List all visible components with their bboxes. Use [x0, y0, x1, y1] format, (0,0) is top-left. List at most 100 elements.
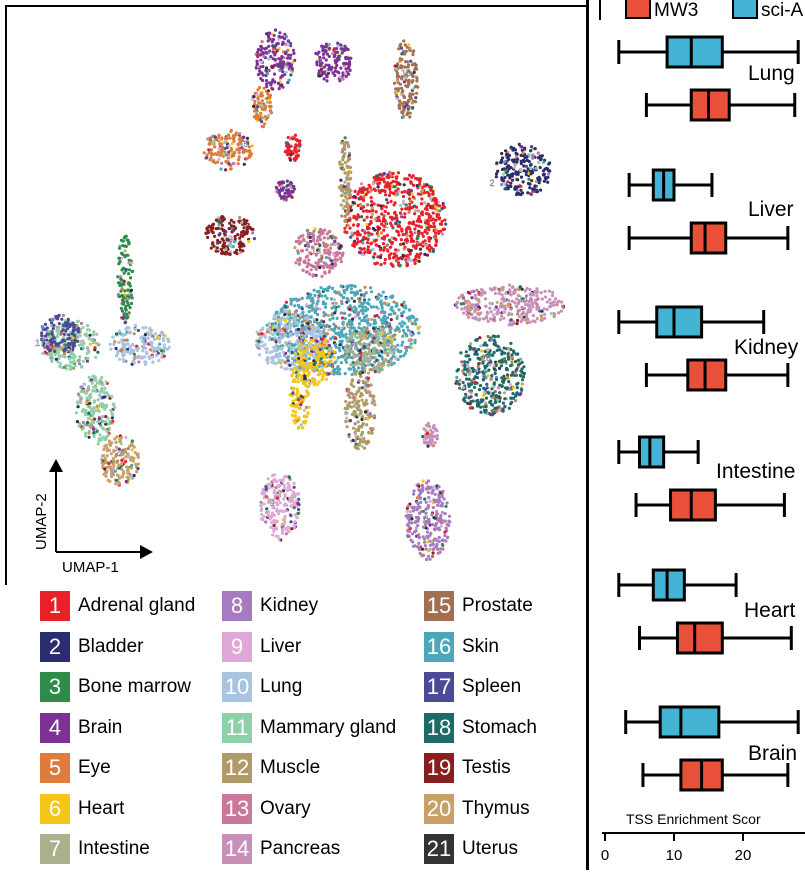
umap-point — [272, 72, 277, 76]
umap-point — [506, 180, 510, 184]
umap-point — [333, 327, 337, 331]
umap-point — [261, 64, 265, 69]
umap-point — [347, 177, 351, 181]
umap-point — [509, 184, 513, 189]
umap-point — [408, 115, 412, 119]
umap-point — [445, 536, 450, 540]
umap-point — [246, 225, 250, 229]
umap-point — [287, 344, 291, 348]
umap-point — [516, 358, 520, 363]
umap-point — [306, 229, 310, 233]
umap-point — [353, 231, 357, 235]
umap-point — [217, 157, 221, 161]
umap-point — [427, 237, 431, 241]
umap-point — [486, 311, 490, 316]
umap-point — [212, 159, 216, 163]
umap-point — [334, 66, 338, 70]
umap-point — [329, 297, 333, 301]
umap-point — [311, 273, 316, 277]
umap-point — [527, 177, 531, 181]
umap-point — [496, 344, 500, 348]
umap-point — [264, 105, 268, 109]
umap-point — [500, 303, 504, 307]
umap-point — [516, 352, 520, 356]
umap-point — [354, 433, 358, 437]
umap-point — [502, 391, 507, 395]
umap-point — [416, 192, 420, 196]
umap-point — [509, 356, 513, 360]
umap-point — [407, 345, 411, 349]
umap-point — [356, 192, 360, 196]
umap-point — [408, 332, 412, 336]
umap-point — [284, 309, 288, 313]
umap-point — [290, 527, 294, 531]
umap-point — [499, 364, 504, 368]
umap-point — [386, 343, 390, 347]
umap-point — [366, 363, 370, 367]
umap-point — [234, 133, 238, 137]
umap-point — [262, 502, 266, 506]
umap-point — [365, 423, 369, 427]
umap-point — [280, 346, 284, 350]
umap-point — [514, 399, 518, 403]
umap-point — [316, 312, 320, 317]
umap-point — [292, 184, 296, 189]
umap-point — [391, 264, 395, 268]
umap-point — [372, 414, 376, 418]
umap-point — [330, 262, 334, 266]
umap-point — [337, 57, 341, 62]
umap-point — [530, 179, 534, 183]
umap-point — [322, 340, 327, 345]
umap-point — [370, 290, 374, 294]
umap-point — [389, 245, 393, 249]
umap-point — [406, 225, 410, 229]
umap-point — [345, 343, 349, 347]
umap-point — [327, 324, 331, 329]
umap-point — [470, 366, 474, 370]
umap-point — [419, 202, 424, 206]
umap-point — [256, 47, 260, 52]
umap-point — [494, 172, 499, 176]
umap-point — [507, 157, 511, 161]
umap-point — [491, 396, 495, 400]
umap-point — [400, 190, 404, 194]
umap-point — [469, 304, 473, 308]
umap-point — [396, 261, 401, 265]
umap-point — [221, 145, 225, 149]
umap-point — [505, 366, 509, 370]
umap-point — [441, 228, 445, 232]
umap-point — [346, 144, 350, 148]
umap-point — [413, 227, 417, 231]
umap-point — [492, 315, 496, 319]
umap-point — [362, 195, 366, 199]
umap-point — [300, 307, 304, 311]
umap-point — [407, 221, 411, 225]
umap-point — [407, 173, 412, 177]
umap-point — [302, 380, 306, 384]
umap-point — [493, 291, 497, 296]
umap-point — [432, 221, 436, 225]
umap-point — [516, 172, 520, 176]
umap-point — [359, 410, 363, 414]
umap-point — [366, 245, 370, 249]
umap-point — [357, 428, 361, 433]
umap-point — [306, 379, 311, 383]
umap-point — [296, 511, 300, 516]
umap-point — [338, 343, 342, 347]
umap-point — [277, 34, 281, 39]
umap-point — [394, 189, 398, 193]
umap-point — [335, 50, 340, 54]
umap-point — [310, 325, 314, 329]
umap-point — [354, 354, 358, 358]
umap-point — [299, 378, 304, 382]
umap-point — [412, 492, 416, 496]
umap-point — [229, 218, 233, 222]
umap-point — [429, 188, 433, 192]
umap-point — [338, 372, 342, 376]
umap-point — [541, 169, 546, 173]
umap-point — [357, 330, 361, 334]
umap-point — [318, 331, 322, 335]
umap-point — [281, 66, 285, 70]
umap-point — [301, 268, 305, 272]
umap-point — [372, 175, 376, 180]
